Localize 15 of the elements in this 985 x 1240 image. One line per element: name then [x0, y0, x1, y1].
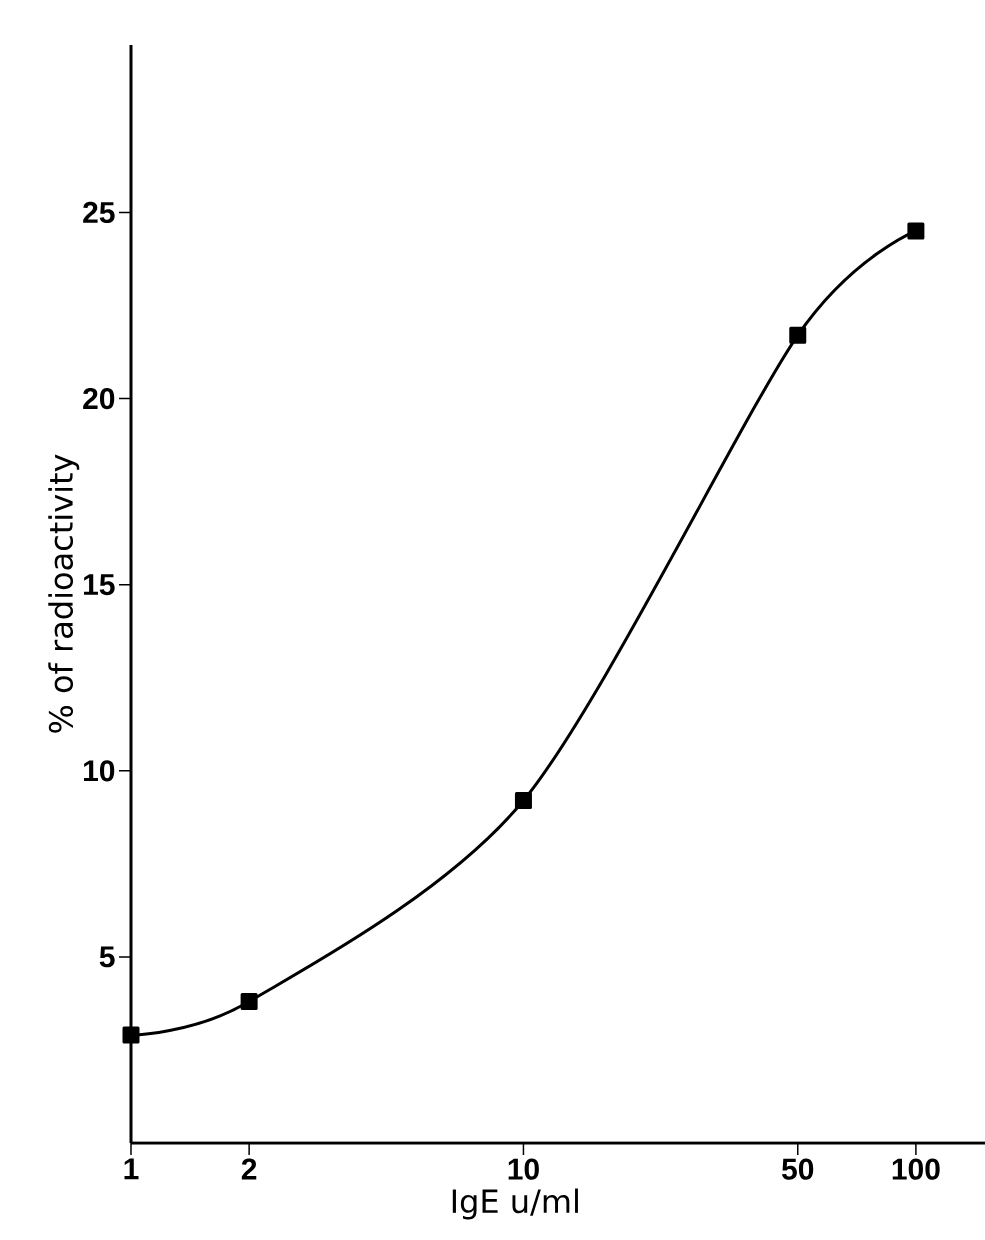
x-tick-label: 50	[782, 1158, 814, 1180]
y-tick-label: 25	[83, 201, 115, 224]
point	[122, 1026, 140, 1044]
y-tick-label: 10	[83, 760, 115, 782]
point	[907, 222, 925, 240]
x-tick-label: 1	[124, 1158, 139, 1180]
x-tick-label: 100	[892, 1158, 940, 1180]
x-tick-label: 10	[508, 1158, 539, 1180]
y-tick-label: 5	[99, 946, 115, 968]
point	[514, 792, 532, 810]
y-tick-label: 15	[83, 574, 115, 596]
x-tick-label: 2	[241, 1158, 257, 1180]
y-tick-label: 20	[83, 387, 115, 410]
y-axis-title: % of radioactivity	[48, 454, 80, 733]
x-axis-title: IgE u/ml	[452, 1188, 578, 1220]
